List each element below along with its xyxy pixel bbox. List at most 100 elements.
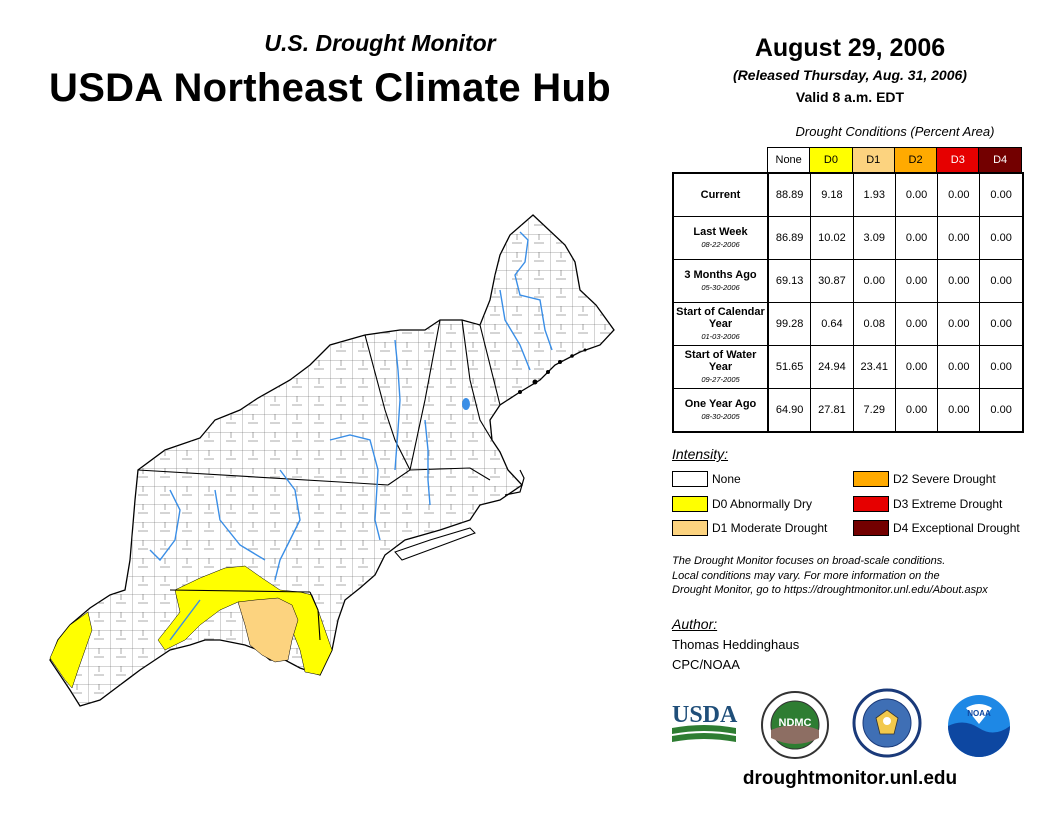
ndmc-logo: NDMC — [761, 691, 829, 759]
table-cell: 0.00 — [937, 302, 981, 346]
author-name: Thomas Heddinghaus — [672, 637, 800, 652]
map-date: August 29, 2006 — [754, 34, 946, 62]
table-cell: 0.00 — [937, 388, 981, 433]
table-row: Current 88.89 9.18 1.93 0.00 0.00 0.00 — [672, 172, 1024, 217]
legend-label: D2 Severe Drought — [893, 472, 996, 486]
map-subtitle: U.S. Drought Monitor — [264, 30, 496, 56]
legend-item-d0: D0 Abnormally Dry — [672, 496, 812, 512]
row-label-text: Start of Calendar Year — [676, 305, 765, 330]
legend-label: None — [712, 472, 741, 486]
disclaimer-note: The Drought Monitor focuses on broad-sca… — [672, 554, 1052, 598]
ndmc-logo-text: NDMC — [779, 717, 812, 729]
table-cell: 1.93 — [852, 172, 896, 217]
d0-area-pa-md — [157, 565, 333, 676]
table-cell: 0.00 — [894, 172, 939, 217]
legend-swatch — [853, 496, 889, 512]
row-date: 08-30-2005 — [701, 411, 740, 421]
d0-area-west-virginia — [49, 611, 93, 689]
note-line[interactable]: Drought Monitor, go to https://droughtmo… — [672, 584, 988, 596]
table-cell: 24.94 — [810, 345, 854, 389]
table-cell: 51.65 — [767, 345, 812, 389]
col-d1: D1 — [851, 147, 895, 173]
table-cell: 69.13 — [767, 259, 812, 303]
table-row: Last Week 08-22-2006 86.89 10.02 3.09 0.0… — [672, 216, 1024, 260]
row-label-text: 3 Months Ago — [684, 268, 757, 281]
row-date: 01-03-2006 — [701, 331, 740, 341]
row-label-text: Start of Water Year — [684, 348, 757, 373]
legend-item-d4: D4 Exceptional Drought — [853, 520, 1020, 536]
col-d2: D2 — [893, 147, 938, 173]
table-cell: 0.00 — [979, 259, 1024, 303]
usda-logo: USDA — [672, 702, 738, 742]
table-cell: 0.64 — [810, 302, 854, 346]
valid-time: Valid 8 a.m. EDT — [795, 89, 905, 105]
legend-title: Intensity: — [672, 446, 729, 462]
table-cell: 0.00 — [852, 259, 896, 303]
table-cell: 0.00 — [894, 259, 939, 303]
row-label-text: Current — [700, 189, 741, 201]
table-cell: 0.00 — [937, 172, 981, 217]
legend-item-d1: D1 Moderate Drought — [672, 520, 827, 536]
table-cell: 0.08 — [852, 302, 896, 346]
lake-winnipesaukee — [462, 398, 470, 410]
table-cell: 27.81 — [810, 388, 854, 433]
col-d3: D3 — [936, 147, 980, 173]
table-cell: 0.00 — [979, 216, 1024, 260]
table-cell: 0.00 — [937, 216, 981, 260]
author-heading: Author: — [672, 616, 718, 632]
note-line: Local conditions may vary. For more info… — [672, 569, 940, 582]
table-row: 3 Months Ago 05-30-2006 69.13 30.87 0.00 … — [672, 259, 1024, 303]
noaa-logo: NOAA — [948, 695, 1010, 757]
long-island — [394, 527, 476, 561]
table-cell: 9.18 — [810, 172, 854, 217]
author-org: CPC/NOAA — [672, 657, 740, 672]
conditions-title: Drought Conditions (Percent Area) — [795, 124, 995, 139]
table-row: Start of Calendar Year 01-03-2006 99.28 0… — [672, 302, 1024, 346]
legend-swatch — [672, 471, 708, 487]
table-cell: 0.00 — [937, 259, 981, 303]
row-label: Last Week 08-22-2006 — [672, 216, 769, 260]
table-cell: 10.02 — [810, 216, 854, 260]
table-cell: 0.00 — [894, 302, 939, 346]
table-cell: 0.00 — [894, 388, 939, 433]
table-cell: 0.00 — [894, 345, 939, 389]
row-label: Start of Water Year 09-27-2005 — [672, 345, 769, 389]
commerce-seal — [852, 688, 922, 758]
legend-label: D4 Exceptional Drought — [893, 521, 1020, 535]
cape-cod — [504, 469, 525, 496]
legend-item-d3: D3 Extreme Drought — [853, 496, 1002, 512]
conditions-table: Current 88.89 9.18 1.93 0.00 0.00 0.00 L… — [672, 172, 1024, 433]
legend-item-d2: D2 Severe Drought — [853, 471, 996, 487]
release-date: (Released Thursday, Aug. 31, 2006) — [733, 67, 967, 83]
website-link[interactable]: droughtmonitor.unl.edu — [742, 768, 958, 789]
table-cell: 64.90 — [767, 388, 812, 433]
legend-label: D3 Extreme Drought — [893, 497, 1003, 511]
legend-label: D1 Moderate Drought — [712, 521, 828, 535]
col-d0: D0 — [809, 147, 853, 173]
table-cell: 30.87 — [810, 259, 854, 303]
rivers — [149, 231, 553, 641]
table-row: Start of Water Year 09-27-2005 51.65 24.9… — [672, 345, 1024, 389]
table-cell: 0.00 — [979, 388, 1024, 433]
row-label: One Year Ago 08-30-2005 — [672, 388, 769, 433]
table-cell: 23.41 — [852, 345, 896, 389]
conditions-header: None D0 D1 D2 D3 D4 — [766, 147, 1022, 173]
state-borders — [137, 319, 501, 641]
legend-item-none: None — [672, 471, 741, 487]
legend-swatch — [672, 520, 708, 536]
table-cell: 86.89 — [767, 216, 812, 260]
row-date: 09-27-2005 — [701, 374, 740, 384]
legend-swatch — [853, 471, 889, 487]
row-label: Start of Calendar Year 01-03-2006 — [672, 302, 769, 346]
table-cell: 0.00 — [894, 216, 939, 260]
drought-map — [49, 214, 615, 707]
row-label: 3 Months Ago 05-30-2006 — [672, 259, 769, 303]
table-cell: 88.89 — [767, 172, 812, 217]
noaa-logo-text: NOAA — [967, 709, 991, 718]
legend-label: D0 Abnormally Dry — [712, 497, 813, 511]
coastal-islands — [518, 348, 587, 394]
row-date: 05-30-2006 — [701, 282, 740, 292]
table-cell: 3.09 — [852, 216, 896, 260]
row-label: Current — [672, 172, 769, 217]
county-lines — [50, 215, 614, 706]
